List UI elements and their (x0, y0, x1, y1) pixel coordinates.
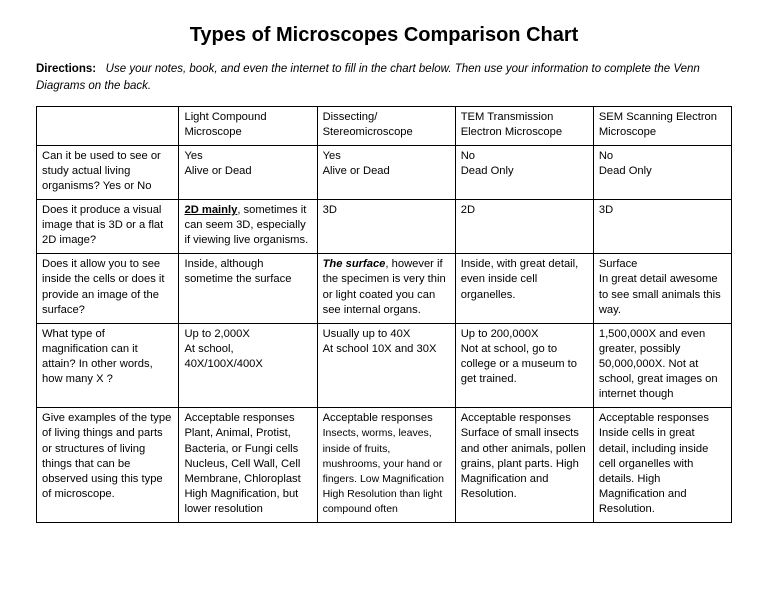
row-c4: SurfaceIn great detail awesome to see sm… (593, 254, 731, 323)
row-q: Give examples of the type of living thin… (37, 408, 179, 523)
table-row: Does it allow you to see inside the cell… (37, 254, 732, 323)
header-light: Light Compound Microscope (179, 106, 317, 145)
emph-2d-mainly: 2D mainly (184, 204, 237, 216)
table-row: Does it produce a visual image that is 3… (37, 200, 732, 254)
row-q: Can it be used to see or study actual li… (37, 145, 179, 199)
table-row: Give examples of the type of living thin… (37, 408, 732, 523)
row-c3: 2D (455, 200, 593, 254)
comparison-table: Light Compound Microscope Dissecting/ St… (36, 106, 732, 524)
row-c4: 3D (593, 200, 731, 254)
row-c3: NoDead Only (455, 145, 593, 199)
row-c1: 2D mainly, sometimes it can seem 3D, esp… (179, 200, 317, 254)
row-c2: 3D (317, 200, 455, 254)
row-c2: YesAlive or Dead (317, 145, 455, 199)
directions: Directions: Use your notes, book, and ev… (36, 61, 732, 96)
row-c4: NoDead Only (593, 145, 731, 199)
table-row: What type of magnification can it attain… (37, 323, 732, 408)
row-c3: Up to 200,000XNot at school, go to colle… (455, 323, 593, 408)
directions-label: Directions: (36, 63, 96, 75)
row-c2b: Insects, worms, leaves, inside of fruits… (323, 427, 444, 484)
row-c3: Acceptable responsesSurface of small ins… (455, 408, 593, 523)
row-c4: Acceptable responsesInside cells in grea… (593, 408, 731, 523)
header-blank (37, 106, 179, 145)
row-c1: Up to 2,000XAt school, 40X/100X/400X (179, 323, 317, 408)
table-header-row: Light Compound Microscope Dissecting/ St… (37, 106, 732, 145)
row-c3: Inside, with great detail, even inside c… (455, 254, 593, 323)
row-q: Does it produce a visual image that is 3… (37, 200, 179, 254)
page-title: Types of Microscopes Comparison Chart (36, 24, 732, 47)
row-c2: Usually up to 40XAt school 10X and 30X (317, 323, 455, 408)
row-c2: The surface, however if the specimen is … (317, 254, 455, 323)
row-c1: Inside, although sometime the surface (179, 254, 317, 323)
row-q: Does it allow you to see inside the cell… (37, 254, 179, 323)
directions-text: Use your notes, book, and even the inter… (36, 63, 700, 92)
row-c1: Acceptable responsesPlant, Animal, Proti… (179, 408, 317, 523)
header-sem: SEM Scanning Electron Microscope (593, 106, 731, 145)
emph-the-surface: The surface (323, 258, 386, 270)
row-c2: Acceptable responses Insects, worms, leav… (317, 408, 455, 523)
row-c2a: Acceptable responses (323, 412, 433, 424)
row-c1: YesAlive or Dead (179, 145, 317, 199)
row-c2c: High Resolution than light compound ofte… (323, 488, 443, 515)
row-c4: 1,500,000X and even greater, possibly 50… (593, 323, 731, 408)
table-row: Can it be used to see or study actual li… (37, 145, 732, 199)
row-q: What type of magnification can it attain… (37, 323, 179, 408)
header-dissecting: Dissecting/ Stereomicroscope (317, 106, 455, 145)
header-tem: TEM Transmission Electron Microscope (455, 106, 593, 145)
